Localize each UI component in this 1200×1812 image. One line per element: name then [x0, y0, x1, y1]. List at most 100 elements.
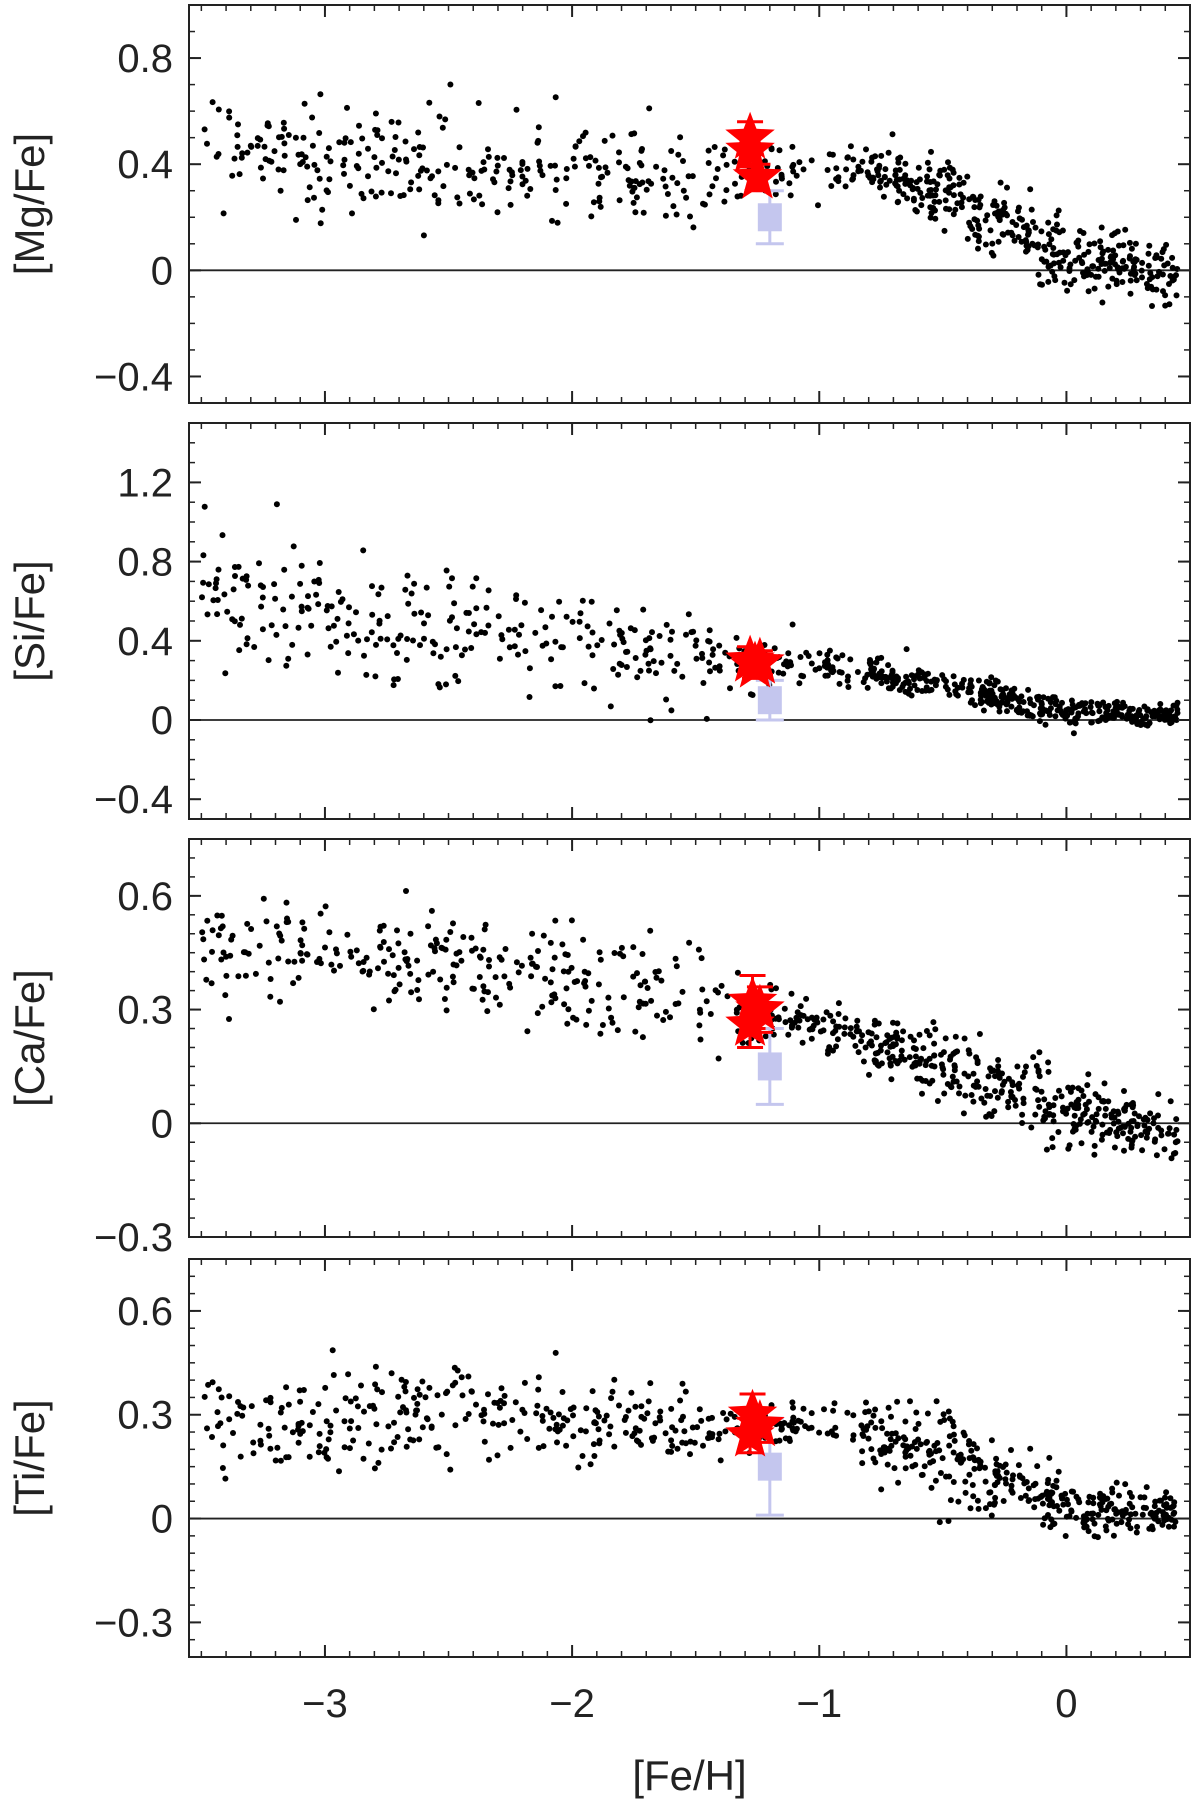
field-star-point — [201, 503, 208, 510]
field-star-point — [1063, 1496, 1070, 1503]
field-star-point — [1080, 230, 1087, 236]
field-star-point — [218, 956, 225, 963]
field-star-point — [634, 970, 640, 977]
field-star-point — [371, 154, 378, 161]
field-star-point — [974, 1060, 981, 1067]
field-star-point — [485, 1391, 491, 1398]
field-star-point — [1163, 241, 1170, 248]
field-star-point — [220, 1442, 227, 1449]
field-star-point — [636, 1427, 643, 1434]
field-star-point — [325, 145, 332, 152]
field-star-point — [902, 1436, 909, 1443]
field-star-point — [975, 196, 982, 203]
field-star-point — [372, 110, 379, 117]
field-star-point — [538, 607, 545, 614]
field-star-point — [572, 143, 579, 150]
field-star-point — [300, 134, 307, 141]
field-star-point — [706, 627, 713, 634]
field-star-point — [1023, 248, 1029, 255]
x-axis-label: [Fe/H] — [632, 1752, 746, 1799]
field-star-point — [213, 576, 220, 583]
field-star-point — [389, 153, 396, 160]
field-star-point — [640, 209, 647, 216]
field-star-point — [1095, 273, 1102, 280]
field-star-point — [437, 653, 444, 660]
field-star-point — [201, 956, 208, 963]
field-star-point — [1099, 1121, 1106, 1128]
field-star-point — [1085, 1528, 1092, 1535]
field-star-point — [914, 687, 921, 693]
field-star-point — [428, 907, 435, 914]
field-star-point — [1165, 1523, 1172, 1530]
field-star-point — [1153, 286, 1160, 293]
field-star-point — [1024, 712, 1031, 719]
field-star-point — [790, 161, 797, 168]
field-star-point — [583, 1021, 590, 1028]
field-star-point — [1153, 1152, 1160, 1159]
field-star-point — [638, 1403, 645, 1410]
field-star-point — [404, 572, 411, 579]
field-star-point — [773, 178, 779, 185]
field-star-point — [647, 717, 654, 724]
field-star-point — [789, 621, 796, 628]
field-star-point — [573, 1016, 580, 1023]
field-star-point — [443, 681, 449, 688]
field-star-point — [826, 151, 833, 158]
field-star-point — [327, 1422, 334, 1429]
field-star-point — [1008, 1094, 1015, 1100]
field-star-point — [888, 685, 894, 692]
field-star-point — [896, 187, 903, 194]
field-star-point — [1132, 1133, 1139, 1140]
field-star-point — [889, 131, 896, 138]
field-star-point — [372, 1363, 379, 1370]
x-tick-label: 0 — [1055, 1682, 1077, 1726]
field-star-point — [554, 1428, 561, 1435]
field-star-point — [346, 1425, 353, 1432]
field-star-point — [277, 187, 284, 194]
field-star-point — [733, 634, 740, 641]
field-star-point — [540, 932, 547, 939]
field-star-point — [494, 1400, 501, 1406]
field-star-point — [1035, 1495, 1042, 1502]
field-star-point — [638, 1441, 644, 1448]
field-star-point — [346, 1445, 353, 1452]
field-star-point — [326, 929, 333, 936]
field-star-point — [1169, 264, 1176, 271]
field-star-point — [410, 1437, 417, 1444]
field-star-point — [1119, 279, 1126, 285]
field-star-point — [1165, 714, 1172, 721]
field-star-point — [712, 987, 719, 994]
field-star-point — [942, 1035, 949, 1042]
field-star-point — [995, 238, 1002, 245]
field-star-point — [414, 1386, 421, 1393]
field-star-point — [1035, 271, 1042, 278]
field-star-point — [443, 1451, 450, 1458]
field-star-point — [456, 144, 463, 151]
field-star-point — [478, 167, 485, 174]
field-star-point — [1016, 1085, 1023, 1092]
field-star-point — [1055, 1129, 1062, 1135]
field-star-point — [793, 1014, 800, 1021]
field-star-point — [1090, 1500, 1097, 1507]
field-star-point — [948, 1084, 955, 1091]
field-star-point — [1171, 273, 1178, 280]
field-star-point — [1002, 1476, 1009, 1483]
field-star-point — [974, 1445, 980, 1452]
field-star-point — [994, 1094, 1001, 1101]
field-star-point — [214, 611, 221, 618]
field-star-point — [459, 1392, 466, 1399]
field-star-point — [1109, 1516, 1116, 1523]
field-star-point — [844, 154, 851, 161]
field-star-point — [1085, 1071, 1092, 1078]
field-star-point — [943, 678, 949, 685]
field-star-point — [828, 183, 835, 189]
field-star-point — [632, 1028, 639, 1035]
field-star-point — [281, 1424, 288, 1431]
field-star-point — [711, 144, 718, 150]
field-star-point — [1110, 1108, 1117, 1115]
field-star-point — [1090, 1123, 1097, 1130]
field-star-point — [660, 175, 667, 182]
field-star-point — [226, 1016, 232, 1022]
field-star-point — [1095, 1105, 1102, 1112]
field-star-point — [528, 973, 535, 980]
